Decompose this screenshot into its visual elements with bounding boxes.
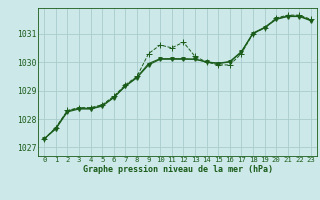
X-axis label: Graphe pression niveau de la mer (hPa): Graphe pression niveau de la mer (hPa) [83,165,273,174]
